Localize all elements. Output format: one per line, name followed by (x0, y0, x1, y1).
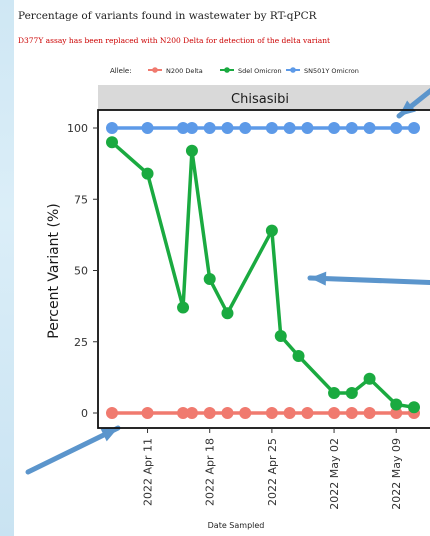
data-point (221, 307, 234, 320)
y-tick-label: 0 (81, 407, 88, 420)
data-point (177, 407, 190, 419)
data-point (328, 387, 341, 400)
legend-swatch-dot (152, 67, 158, 73)
data-point (185, 122, 198, 134)
plot-frame (97, 109, 430, 429)
legend: Allele: N200 Delta Sdel Omicron SN501Y Omi… (110, 67, 359, 75)
legend-entry-label: N200 Delta (166, 67, 203, 75)
series-n200-delta (106, 407, 420, 419)
data-point (177, 122, 190, 134)
data-point (239, 407, 252, 419)
data-point (363, 122, 376, 134)
pointer-arrowhead-1 (399, 100, 416, 116)
series-layer (106, 122, 420, 419)
legend-swatch-dot (290, 67, 296, 73)
y-axis: 0 25 50 75 100 (67, 122, 98, 420)
data-point (203, 407, 216, 419)
series-sdel-omicron (106, 136, 420, 414)
y-axis-label: Percent Variant (%) (46, 203, 62, 338)
page-heading: Percentage of variants found in wastewat… (18, 10, 317, 22)
data-point (345, 407, 358, 419)
series-line (110, 140, 415, 410)
data-point (363, 372, 376, 385)
data-point (185, 407, 198, 419)
y-tick-label: 50 (74, 265, 88, 278)
data-point (301, 407, 314, 419)
data-point (106, 122, 118, 134)
x-axis: 2022 Apr 11 2022 Apr 18 2022 Apr 25 2022 Ma… (142, 428, 403, 510)
chart-panel: Percentage of variants found in wastewat… (14, 0, 430, 536)
data-point (239, 122, 252, 134)
data-point (265, 122, 278, 134)
data-point (185, 144, 198, 157)
data-point (203, 122, 216, 134)
legend-title: Allele: (110, 67, 132, 75)
legend-entry-label: SN501Y Omicron (304, 67, 359, 75)
x-tick-label: 2022 May 02 (328, 438, 341, 510)
data-point (141, 122, 154, 134)
data-point (265, 407, 278, 419)
x-axis-label: Date Sampled (208, 521, 265, 530)
pointer-arrow-2 (307, 275, 430, 285)
data-point (390, 122, 403, 134)
data-point (292, 350, 305, 362)
x-tick-label: 2022 Apr 25 (266, 438, 279, 506)
data-point (345, 387, 358, 400)
data-point (106, 407, 118, 419)
legend-entry-label: Sdel Omicron (238, 67, 282, 75)
data-point (345, 122, 358, 134)
data-point (177, 301, 190, 314)
series-sn501y-omicron (106, 122, 420, 134)
data-point (274, 330, 287, 343)
x-tick-label: 2022 Apr 11 (142, 438, 155, 506)
y-tick-label: 75 (74, 193, 88, 206)
data-point (390, 407, 403, 419)
variant-chart: Allele: N200 Delta Sdel Omicron SN501Y Omi… (25, 67, 430, 530)
data-point (363, 407, 376, 419)
data-point (301, 122, 314, 134)
plot-title: Chisasibi (231, 92, 289, 107)
data-point (221, 407, 234, 419)
data-point (328, 407, 341, 419)
plot-title-strip (98, 85, 430, 110)
y-tick-label: 100 (67, 122, 88, 135)
data-point (283, 407, 296, 419)
pointer-arrow-3 (25, 425, 121, 475)
pointer-arrowhead-3 (100, 428, 118, 442)
data-point (265, 224, 278, 237)
data-point (390, 398, 403, 411)
assay-note: D377Y assay has been replaced with N200 … (18, 36, 331, 45)
x-tick-label: 2022 May 09 (390, 438, 403, 510)
data-point (221, 122, 234, 134)
data-point (106, 136, 118, 149)
pointer-arrowhead-2 (310, 271, 327, 286)
data-point (408, 122, 420, 134)
data-point (328, 122, 341, 134)
data-point (283, 122, 296, 134)
data-point (203, 273, 216, 286)
y-tick-label: 25 (74, 336, 88, 349)
data-point (141, 167, 154, 180)
legend-swatch-dot (224, 67, 230, 73)
x-tick-label: 2022 Apr 18 (204, 438, 217, 506)
data-point (141, 407, 154, 419)
background-arrows (25, 87, 430, 475)
data-point (408, 401, 420, 414)
